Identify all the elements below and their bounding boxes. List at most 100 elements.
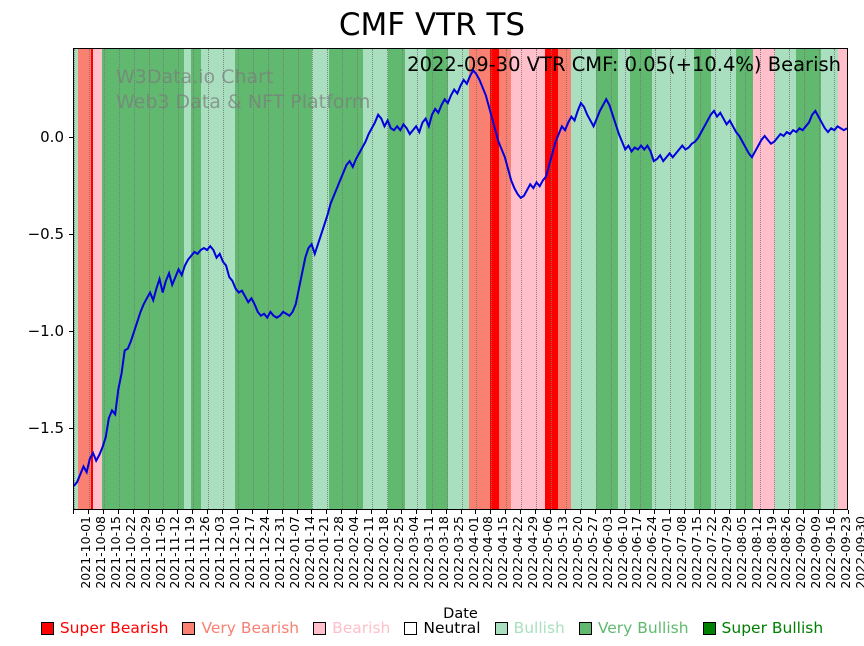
x-tick-label: 2022-07-29 — [718, 516, 734, 589]
legend-label-bearish: Bearish — [332, 619, 391, 637]
gridline-vertical — [550, 49, 552, 509]
gridline-vertical — [118, 49, 120, 509]
x-tick-mark — [281, 510, 283, 514]
gridline-vertical — [103, 49, 105, 509]
legend-item-bullish[interactable]: Bullish — [494, 619, 565, 637]
x-tick-mark — [803, 510, 805, 514]
x-tick-label: 2022-08-19 — [763, 516, 779, 589]
x-tick-mark — [207, 510, 209, 514]
gridline-vertical — [237, 49, 239, 509]
y-axis-ticks: 0.0 −0.5 −1.0 −1.5 — [0, 48, 73, 510]
x-tick-mark — [788, 510, 790, 514]
x-tick-mark — [147, 510, 149, 514]
legend-item-very_bullish[interactable]: Very Bullish — [578, 619, 689, 637]
x-tick-mark — [743, 510, 745, 514]
x-tick-label: 2022-03-18 — [435, 516, 451, 589]
x-tick-mark — [326, 510, 328, 514]
x-tick-mark — [520, 510, 522, 514]
x-tick-mark — [296, 510, 298, 514]
gridline-vertical — [267, 49, 269, 509]
sentiment-band-very_bearish — [468, 49, 491, 509]
x-tick-label: 2022-09-09 — [808, 516, 824, 589]
x-tick-label: 2022-03-25 — [450, 516, 466, 589]
x-tick-label: 2021-12-10 — [227, 516, 243, 589]
x-tick-mark — [415, 510, 417, 514]
x-tick-label: 2022-01-07 — [286, 516, 302, 589]
sentiment-band-very_bullish — [235, 49, 312, 509]
x-tick-label: 2021-11-05 — [152, 516, 168, 589]
sentiment-band-bullish — [74, 49, 79, 509]
legend-item-very_bearish[interactable]: Very Bearish — [182, 619, 299, 637]
y-tick-label: −0.5 — [27, 225, 64, 244]
x-tick-mark — [460, 510, 462, 514]
x-tick-label: 2022-05-20 — [569, 516, 585, 589]
gridline-vertical — [223, 49, 225, 509]
legend-label-very_bullish: Very Bullish — [597, 619, 689, 637]
x-tick-label: 2022-04-08 — [480, 516, 496, 589]
x-tick-mark — [490, 510, 492, 514]
x-tick-label: 2022-04-15 — [495, 516, 511, 589]
x-tick-label: 2021-12-17 — [241, 516, 257, 589]
gridline-vertical — [178, 49, 180, 509]
sentiment-band-very_bullish — [694, 49, 711, 509]
gridline-vertical — [357, 49, 359, 509]
x-tick-label: 2022-09-23 — [838, 516, 854, 589]
x-tick-mark — [848, 510, 849, 514]
chart-title: CMF VTR TS — [338, 7, 526, 43]
gridline-vertical — [163, 49, 165, 509]
x-tick-label: 2022-04-29 — [525, 516, 541, 589]
gridline-vertical — [282, 49, 284, 509]
legend-label-bullish: Bullish — [513, 619, 565, 637]
sentiment-band-very_bearish — [558, 49, 571, 509]
x-tick-label: 2021-11-12 — [167, 516, 183, 589]
legend-item-bearish[interactable]: Bearish — [313, 619, 390, 637]
x-tick-label: 2022-07-15 — [689, 516, 705, 589]
x-tick-mark — [430, 510, 432, 514]
y-tick-mark — [69, 331, 73, 333]
gridline-vertical — [327, 49, 329, 509]
x-tick-label: 2022-02-18 — [376, 516, 392, 589]
sentiment-bands-layer — [74, 49, 847, 509]
x-tick-mark — [385, 510, 387, 514]
x-tick-label: 2022-08-12 — [748, 516, 764, 589]
x-tick-mark — [102, 510, 104, 514]
x-tick-label: 2022-06-24 — [644, 516, 660, 589]
x-tick-label: 2022-08-05 — [733, 516, 749, 589]
x-tick-label: 2022-01-14 — [301, 516, 317, 589]
gridline-vertical — [565, 49, 567, 509]
gridline-vertical — [670, 49, 672, 509]
sentiment-band-bearish — [93, 49, 102, 509]
legend-item-super_bearish[interactable]: Super Bearish — [40, 619, 168, 637]
y-tick-label: −1.5 — [27, 419, 64, 438]
x-tick-mark — [251, 510, 253, 514]
x-tick-label: 2022-07-01 — [659, 516, 675, 589]
x-tick-label: 2022-03-11 — [420, 516, 436, 589]
sentiment-band-very_bullish — [596, 49, 618, 509]
sentiment-band-very_bullish — [795, 49, 822, 509]
x-tick-label: 2022-06-17 — [629, 516, 645, 589]
x-tick-mark — [594, 510, 596, 514]
sentiment-band-bullish — [201, 49, 215, 509]
legend-swatch-neutral-icon — [404, 621, 418, 635]
gridline-vertical — [252, 49, 254, 509]
x-axis-label: Date — [443, 606, 478, 622]
x-tick-label: 2022-09-16 — [823, 516, 839, 589]
gridline-vertical — [819, 49, 821, 509]
legend-item-super_bullish[interactable]: Super Bullish — [702, 619, 824, 637]
gridline-vertical — [193, 49, 195, 509]
x-tick-label: 2022-05-27 — [584, 516, 600, 589]
legend-swatch-super_bullish-icon — [702, 621, 716, 635]
gridline-vertical — [491, 49, 493, 509]
legend-label-super_bullish: Super Bullish — [721, 619, 824, 637]
x-tick-mark — [73, 510, 74, 514]
gridline-vertical — [625, 49, 627, 509]
grid-layer — [74, 49, 847, 509]
sentiment-band-bearish — [838, 49, 847, 509]
sentiment-band-bullish — [184, 49, 191, 509]
gridline-vertical — [148, 49, 150, 509]
legend-item-neutral[interactable]: Neutral — [404, 619, 481, 637]
gridline-vertical — [208, 49, 210, 509]
x-tick-label: 2022-05-13 — [554, 516, 570, 589]
gridline-vertical — [595, 49, 597, 509]
